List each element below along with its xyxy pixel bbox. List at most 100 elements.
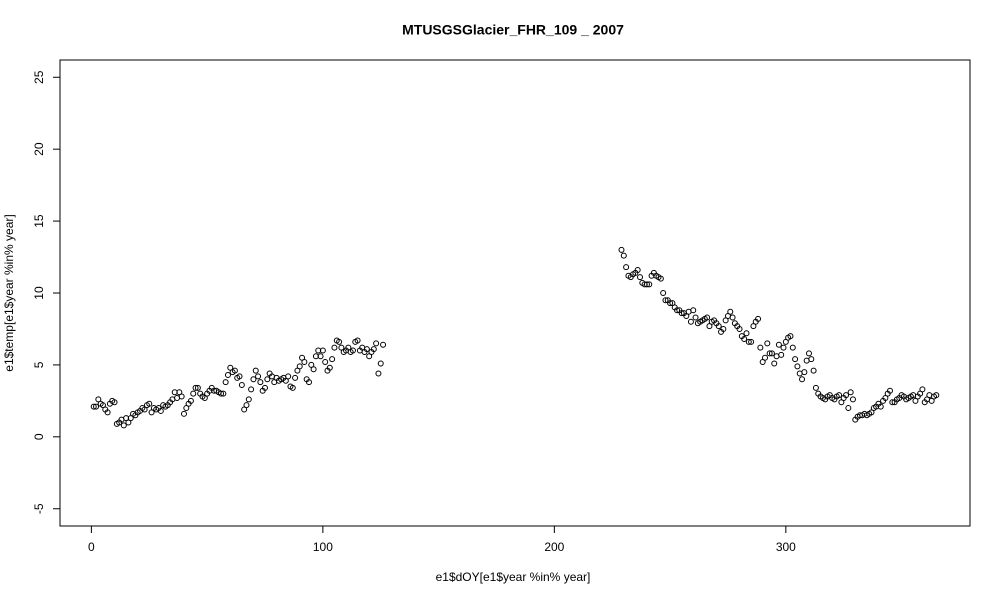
point xyxy=(262,384,268,391)
point xyxy=(363,346,370,353)
point xyxy=(180,410,187,417)
point xyxy=(111,399,118,406)
point xyxy=(310,366,317,373)
point xyxy=(637,274,643,281)
point xyxy=(674,307,681,314)
point xyxy=(729,314,736,321)
point xyxy=(289,384,296,391)
y-tick-label: -5 xyxy=(32,503,46,514)
point xyxy=(231,367,238,374)
point xyxy=(775,341,782,348)
point xyxy=(843,392,850,399)
point xyxy=(794,363,801,370)
point xyxy=(757,344,764,351)
point xyxy=(657,275,664,282)
y-tick-label: 0 xyxy=(32,433,46,440)
point xyxy=(222,379,229,386)
point xyxy=(375,370,382,377)
point xyxy=(792,356,799,363)
point xyxy=(743,330,750,337)
point xyxy=(220,390,227,397)
point xyxy=(646,281,653,288)
point xyxy=(748,338,755,345)
point xyxy=(218,390,225,397)
point xyxy=(618,246,625,253)
point xyxy=(190,390,197,397)
point xyxy=(741,336,748,343)
point xyxy=(799,376,806,383)
point xyxy=(660,290,667,296)
point xyxy=(764,340,771,347)
point xyxy=(322,359,329,366)
point xyxy=(801,369,808,376)
point xyxy=(687,318,694,325)
point xyxy=(634,266,641,273)
point xyxy=(157,407,164,414)
point xyxy=(349,347,356,354)
y-axis-title: e1$temp[e1$year %in% year] xyxy=(2,214,16,371)
point xyxy=(192,384,199,391)
point xyxy=(319,347,326,354)
point xyxy=(620,252,627,259)
point xyxy=(720,325,727,332)
plot-box xyxy=(59,59,971,527)
point xyxy=(250,376,257,383)
point xyxy=(257,379,264,386)
point xyxy=(667,300,674,307)
point xyxy=(331,344,338,351)
point xyxy=(104,409,111,416)
point xyxy=(887,387,893,394)
point xyxy=(755,315,762,322)
point xyxy=(789,344,796,351)
point xyxy=(845,405,852,412)
point xyxy=(780,344,787,351)
point xyxy=(836,392,843,399)
point xyxy=(187,397,194,404)
point xyxy=(194,384,201,391)
point xyxy=(317,353,324,360)
point xyxy=(238,382,245,389)
point xyxy=(889,399,896,406)
point xyxy=(662,297,669,304)
x-tick-label: 100 xyxy=(313,540,333,554)
point xyxy=(808,356,815,363)
point xyxy=(336,338,343,345)
point xyxy=(370,346,377,353)
point xyxy=(236,373,243,380)
point xyxy=(248,386,255,393)
point xyxy=(736,325,743,332)
point xyxy=(93,403,100,410)
point xyxy=(245,396,252,403)
point xyxy=(354,337,361,344)
point xyxy=(301,359,308,366)
y-tick-label: 20 xyxy=(32,142,46,156)
point xyxy=(329,356,336,363)
point xyxy=(678,310,685,317)
point xyxy=(255,373,262,380)
point xyxy=(285,373,292,380)
point xyxy=(178,393,185,400)
point xyxy=(623,264,630,271)
point xyxy=(373,340,380,347)
point xyxy=(787,333,794,340)
y-tick-label: 5 xyxy=(32,361,46,368)
point xyxy=(120,422,127,429)
point xyxy=(768,350,775,357)
point xyxy=(90,403,97,410)
chart-title: MTUSGSGlacier_FHR_109 _ 2007 xyxy=(402,22,624,38)
point xyxy=(810,367,817,374)
y-tick-label: 25 xyxy=(32,70,46,84)
point xyxy=(849,396,856,403)
point xyxy=(771,360,778,367)
point xyxy=(305,379,312,386)
point xyxy=(377,360,384,367)
point xyxy=(805,350,812,357)
point xyxy=(766,350,773,357)
point xyxy=(919,386,926,393)
x-axis-title: e1$dOY[e1$year %in% year] xyxy=(436,570,591,584)
x-tick-label: 300 xyxy=(776,540,796,554)
point xyxy=(690,307,697,314)
point xyxy=(877,403,884,410)
